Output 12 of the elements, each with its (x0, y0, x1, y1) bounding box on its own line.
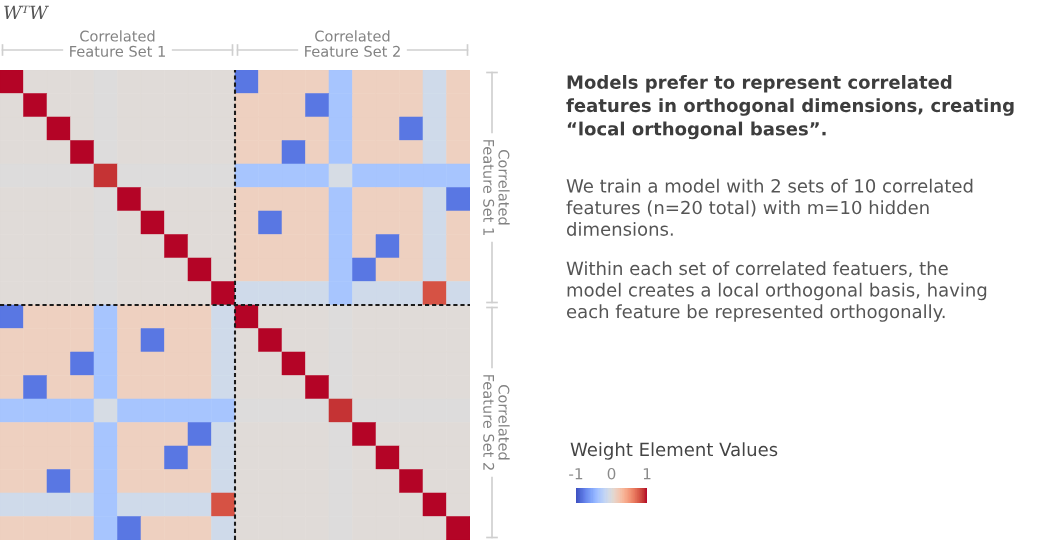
color-bar-title: Weight Element Values (570, 442, 778, 460)
text: Correlated Feature Set 2 (483, 375, 510, 470)
color-bar-label: 0 (607, 467, 616, 480)
color-bar-label: 1 (643, 468, 651, 480)
text: Correlated Feature Set 1 (483, 140, 510, 235)
text: We train a model with 2 sets of 10 correlated features (n=20 total) with m=10 hidden dimensions. (566, 178, 973, 236)
text: Correlated Feature Set 2 (305, 30, 400, 57)
text: Correlated Feature Set 1 (70, 30, 165, 57)
text: Models prefer to represent correlated features in orthogonal dimensions, creating “local orthogonal bases”. (566, 75, 1014, 140)
color-bar-label: -1 (569, 468, 583, 480)
chart-title: WᵀW (4, 5, 49, 19)
text: Within each set of correlated featuers, the model creates a local orthogonal basis, having each feature be represented orthogonally. (566, 261, 987, 322)
